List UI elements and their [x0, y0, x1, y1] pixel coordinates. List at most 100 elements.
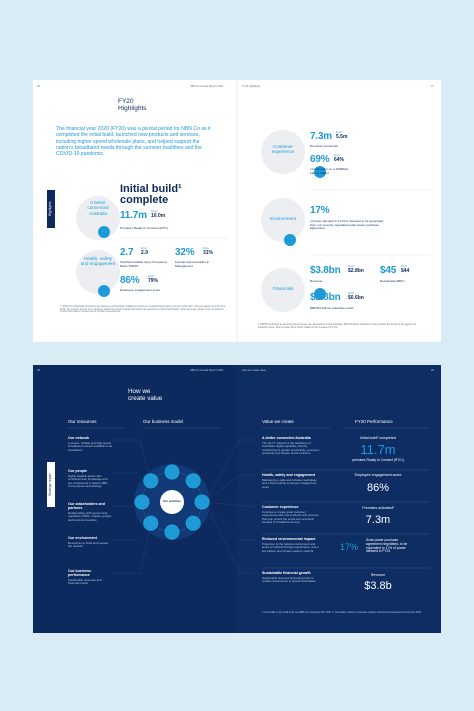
page-number: 27: [431, 85, 434, 88]
section-label: Environment: [270, 216, 296, 221]
kpi-value: 17%: [340, 542, 359, 552]
metric-value: 2.7: [120, 247, 134, 258]
intro: The financial year 2020 (FY20) was a piv…: [56, 126, 211, 158]
from-value: 31%: [203, 250, 214, 256]
row-title: Reduced environmental impact: [262, 537, 316, 541]
section-circle: [261, 130, 305, 174]
footnotes: 1. NBN Co's initial build completion was…: [60, 306, 226, 314]
section-circle: [261, 198, 305, 242]
section-label: A better connected Australia: [87, 200, 109, 216]
side-tab-label: Strategic report: [48, 473, 52, 496]
resource-title: Our network: [68, 436, 90, 440]
connectors: [112, 439, 256, 574]
caption: Total Recordable Injury Frequency Rate (…: [120, 260, 168, 268]
column-heading: Our business model: [143, 419, 184, 424]
metric-value: 69%: [310, 154, 330, 165]
row-text: Protection of the natural environment an…: [262, 542, 319, 553]
from-label: From: [348, 265, 355, 268]
kpi-value: 11.7m: [360, 442, 396, 457]
activity-icons: [133, 463, 211, 541]
column-heading: Value we create: [262, 419, 294, 424]
caption: Residential ARPU: [380, 279, 405, 283]
running-header: FY20 Highlights: [242, 85, 261, 88]
caption: Employee engagement score: [120, 288, 161, 292]
from-value: $44: [401, 268, 410, 274]
row-text: Maintaining a safe and inclusive workpla…: [262, 478, 317, 489]
from-value: 2.9: [141, 250, 148, 256]
metric-value: 86%: [120, 275, 140, 286]
resource-text: A secure, reliable and high-speed broadb…: [68, 441, 112, 452]
caption: Premises Ready to Connect (RTC): [120, 226, 168, 230]
title: FY20 Highlights: [118, 98, 147, 113]
metric-value: $3.8bn: [310, 265, 341, 276]
section-circle: [261, 268, 305, 312]
from-label: From: [148, 275, 155, 278]
from-label: From: [203, 247, 210, 250]
kpi-label: Revenue: [370, 573, 386, 577]
from-value: 5.5m: [336, 134, 348, 140]
kpi-value: 86%: [366, 482, 390, 494]
kpi-value: $3.8b: [364, 580, 392, 592]
kpi-label: Employee engagement score: [354, 473, 402, 477]
caption: Revenue: [310, 279, 323, 283]
headline: Initial build¹ complete: [120, 183, 182, 206]
running-header: NBN Co Annual Report 2020: [190, 369, 224, 372]
metric-value: 11.7m: [120, 210, 147, 221]
resource-title: Our environment: [68, 536, 97, 540]
icon: [284, 234, 296, 246]
from-label: From: [336, 131, 343, 134]
row-title: Health, safety and engagement: [262, 473, 315, 477]
resource-title: Our people: [68, 469, 87, 473]
page-sheet: [237, 365, 441, 633]
icon: [98, 226, 110, 238]
from-label: From: [334, 154, 341, 157]
icon: [98, 285, 110, 297]
row-title: Customer experience: [262, 505, 299, 509]
resource-text: Sustainable revenues and financial resul…: [68, 578, 102, 586]
footnotes: 1. EBITDA is defined as earnings before …: [258, 324, 416, 329]
center-circle: [160, 490, 184, 514]
row-title: A better connected Australia: [262, 436, 311, 440]
page-sheet: [33, 80, 237, 342]
row-text: The nbn™ network is the backbone of Aust…: [262, 441, 320, 455]
running-header: How we create value: [242, 369, 267, 372]
row-title: Sustainable financial growth: [262, 571, 311, 575]
resource-title: Our stakeholders and partners: [68, 502, 105, 511]
page-number: 26: [37, 85, 40, 88]
kpi-note: premises Ready to Connect (RTC²): [352, 458, 404, 462]
section-label: Financials: [272, 286, 294, 291]
from-label: From: [348, 292, 355, 295]
metric-value: $1.8bn: [310, 292, 341, 303]
from-label: From: [401, 265, 408, 268]
kpi-note: Solar power purchase agreement negotiate…: [366, 538, 408, 554]
side-tab-label: Highlights: [48, 201, 52, 217]
resource-text: Relationships with government, regulator…: [68, 511, 112, 522]
column-heading: FY20 Performance: [355, 419, 393, 424]
page-number: 28: [37, 369, 40, 372]
row-text: Sustainable business financial growth to…: [262, 576, 316, 584]
caption: of customers on a 100Mbps plan or higher: [310, 167, 349, 175]
icon: [314, 288, 326, 300]
section-label: Customer experience: [271, 144, 295, 155]
from-value: $2.8bn: [348, 268, 364, 274]
from-value: 79%: [148, 278, 159, 284]
section-label: Health, safety and engagement: [80, 256, 116, 267]
icon: [314, 166, 326, 178]
from-label: From: [141, 247, 148, 250]
caption: Premises connected: [310, 144, 339, 148]
side-tab: [47, 462, 55, 507]
caption: EBITDA before subscriber costs: [310, 306, 354, 310]
metric-value: 32%: [175, 247, 195, 258]
kpi-label: Initial build¹ completed: [360, 436, 396, 440]
from-label: From: [151, 210, 158, 213]
from-value: 64%: [334, 157, 345, 163]
resource-title: Our business performance: [68, 569, 91, 578]
kpi-label: Premises activated²: [362, 506, 394, 510]
column-heading: Our resources: [68, 419, 97, 424]
rules: [68, 427, 430, 569]
running-header: NBN Co Annual Report 2020: [190, 85, 224, 88]
metric-value: 17%: [310, 205, 330, 216]
from-value: 10.0m: [151, 213, 166, 219]
section-circle: [76, 250, 120, 294]
